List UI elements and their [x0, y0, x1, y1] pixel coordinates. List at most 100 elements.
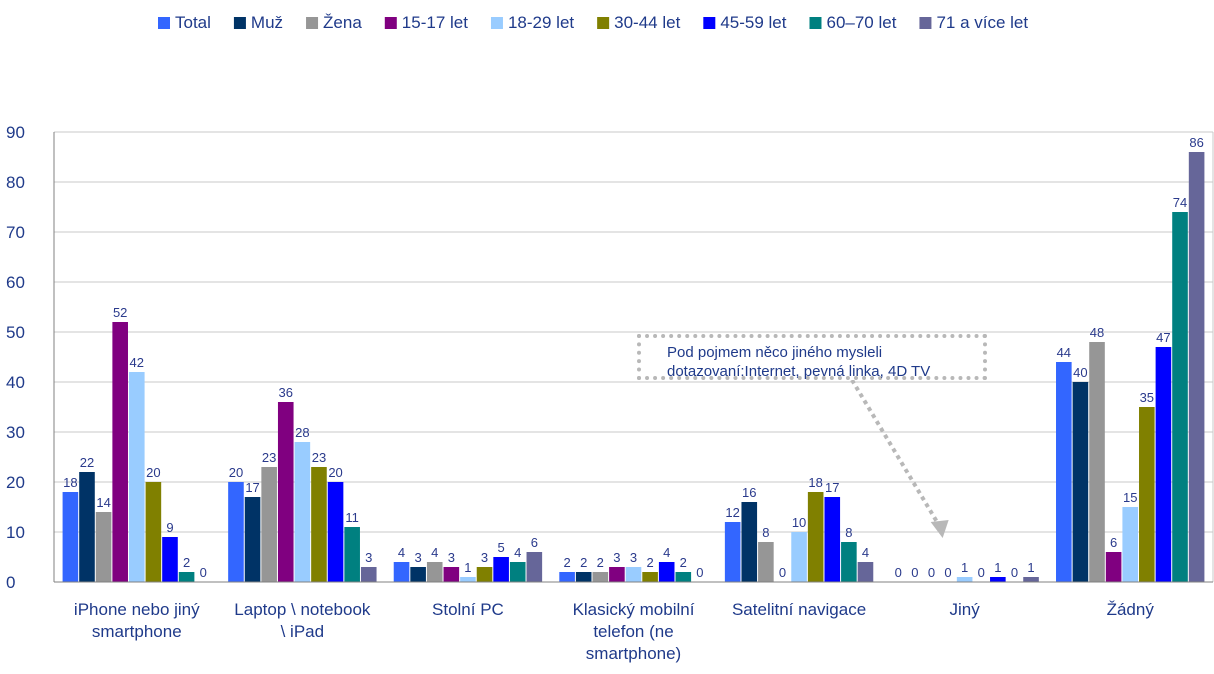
data-label: 1: [994, 560, 1001, 575]
bar: [1172, 212, 1188, 582]
legend-swatch: [233, 17, 246, 29]
y-tick-label: 60: [6, 273, 25, 292]
category-label-line: Satelitní navigace: [732, 600, 866, 619]
data-label: 20: [229, 465, 243, 480]
data-label: 0: [779, 565, 786, 580]
category-label-line: telefon (ne: [593, 622, 673, 641]
bars: [62, 152, 1205, 582]
annotation-line-2: dotazovaní:Internet, pevná linka, 4D TV: [667, 363, 931, 380]
bar: [178, 572, 195, 582]
data-label: 2: [597, 555, 604, 570]
category-label: Klasický mobilní telefon (ne smartphone): [573, 600, 695, 663]
data-label: 14: [96, 495, 110, 510]
data-label: 4: [398, 545, 405, 560]
category-label: Žádný: [1107, 600, 1155, 619]
data-label: 8: [845, 525, 852, 540]
bar: [162, 537, 178, 582]
chart-legend: Total Muž Žena 15-17 let 18-29 let 30-44 let 4…: [158, 13, 1028, 32]
y-tick-label: 50: [6, 323, 25, 342]
bar: [807, 492, 824, 582]
data-label: 4: [862, 545, 869, 560]
category-label: Laptop \ notebook \ iPad: [234, 600, 371, 641]
bar: [642, 572, 658, 582]
bar: [460, 577, 476, 582]
bar: [311, 467, 327, 582]
data-label: 4: [431, 545, 438, 560]
data-label: 15: [1123, 490, 1137, 505]
y-tick-label: 10: [6, 523, 25, 542]
bar: [128, 372, 145, 582]
annotation-line-1: Pod pojmem něco jiného mysleli: [667, 344, 883, 361]
bar: [327, 482, 344, 582]
category-label-line: iPhone nebo jiný: [74, 600, 200, 619]
bar: [344, 527, 360, 582]
bar: [277, 402, 294, 582]
data-label: 48: [1090, 325, 1104, 340]
bar: [741, 502, 758, 582]
data-label: 2: [563, 555, 570, 570]
data-label: 0: [895, 565, 902, 580]
data-label: 47: [1156, 330, 1170, 345]
category-label-line: Jiný: [950, 600, 981, 619]
legend-swatch: [306, 17, 319, 29]
bar: [791, 532, 807, 582]
legend-swatch: [158, 17, 170, 29]
bar: [1155, 347, 1172, 582]
data-label: 0: [696, 565, 703, 580]
data-label: 22: [80, 455, 94, 470]
y-tick-label: 70: [6, 223, 25, 242]
bar: [526, 552, 543, 582]
arrow-head: [930, 520, 949, 538]
data-label: 0: [928, 565, 935, 580]
data-label: 3: [448, 550, 455, 565]
bar: [62, 492, 79, 582]
bar: [758, 542, 774, 582]
data-label: 86: [1189, 135, 1203, 150]
data-label: 3: [630, 550, 637, 565]
data-label: 2: [646, 555, 653, 570]
data-label: 5: [498, 540, 505, 555]
bar: [443, 567, 460, 582]
bar: [824, 497, 841, 582]
category-label: Stolní PC: [432, 600, 504, 619]
legend-label: Žena: [323, 13, 362, 32]
data-label: 12: [725, 505, 739, 520]
y-tick-label: 0: [6, 573, 15, 592]
bar: [1056, 362, 1072, 582]
data-label: 0: [1011, 565, 1018, 580]
bar: [79, 472, 95, 582]
data-label: 20: [146, 465, 160, 480]
data-label: 36: [279, 385, 293, 400]
legend-label: Total: [175, 13, 211, 32]
bar: [1089, 342, 1105, 582]
legend-swatch: [809, 17, 822, 29]
bar: [1139, 407, 1155, 582]
data-label: 2: [183, 555, 190, 570]
data-label: 17: [825, 480, 839, 495]
bar: [509, 562, 526, 582]
bar: [228, 482, 244, 582]
bar: [145, 482, 162, 582]
bar: [393, 562, 410, 582]
bar: [956, 577, 973, 582]
bar: [410, 567, 426, 582]
data-label: 44: [1057, 345, 1071, 360]
data-label: 23: [262, 450, 276, 465]
data-label: 8: [762, 525, 769, 540]
bar: [1188, 152, 1205, 582]
arrow-line: [850, 378, 943, 530]
legend-label: 60–70 let: [826, 13, 896, 32]
data-label: 20: [328, 465, 342, 480]
data-label: 6: [531, 535, 538, 550]
bar: [1072, 382, 1089, 582]
data-label: 35: [1140, 390, 1154, 405]
y-tick-label: 20: [6, 473, 25, 492]
bar: [675, 572, 692, 582]
data-label: 6: [1110, 535, 1117, 550]
data-label: 3: [415, 550, 422, 565]
bar: [559, 572, 575, 582]
annotation-arrow: [850, 378, 949, 538]
category-label-line: Žádný: [1107, 600, 1155, 619]
